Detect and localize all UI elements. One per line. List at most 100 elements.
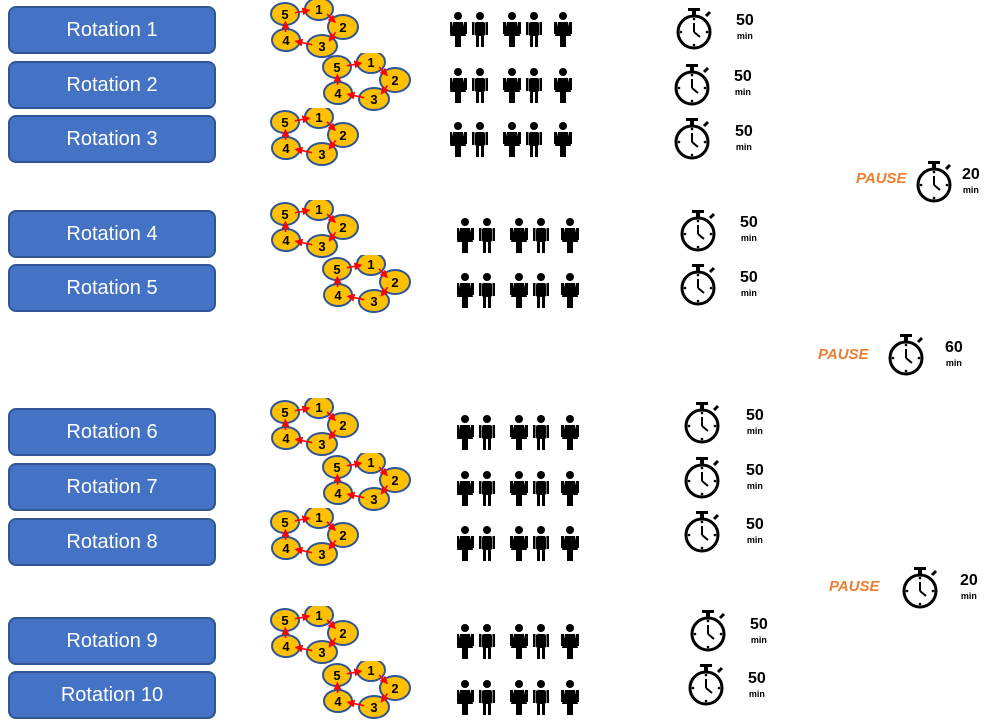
person-icon [479, 526, 495, 561]
stopwatch-icon [674, 64, 710, 106]
people-group-1 [450, 12, 572, 47]
stopwatch-icon [684, 457, 720, 499]
people-group-6 [457, 415, 579, 450]
rotation-1-duration: 50 min [736, 12, 754, 41]
station-number: 2 [339, 626, 346, 641]
cycle-arrow [294, 207, 311, 216]
station-number: 5 [281, 405, 288, 420]
cycle-arrow [378, 674, 388, 685]
rotation-10-button[interactable]: Rotation 10 [8, 671, 216, 719]
rotation-9-button[interactable]: Rotation 9 [8, 617, 216, 665]
cycle-arrow [378, 66, 388, 77]
station-number: 5 [333, 262, 340, 277]
station-number: 4 [334, 694, 342, 709]
pause-1-duration: 20 min [962, 166, 980, 195]
cycle-arrow [346, 293, 365, 302]
person-icon [479, 218, 495, 253]
rotation-8-duration: 50 min [746, 516, 764, 545]
cycle-arrow [378, 268, 388, 279]
person-icon [457, 471, 474, 506]
pause-3-label: PAUSE [829, 578, 880, 595]
cycle-arrow [326, 13, 336, 24]
rotation-label: Rotation 6 [66, 420, 158, 443]
cycle-arrow [328, 637, 337, 648]
rotation-label: Rotation 1 [66, 18, 158, 41]
person-icon [479, 471, 495, 506]
station-number: 4 [282, 431, 290, 446]
person-icon [526, 122, 542, 157]
person-icon [533, 471, 549, 506]
rotation-4-button[interactable]: Rotation 4 [8, 210, 216, 258]
station-number: 2 [339, 128, 346, 143]
cycle-arrow [326, 121, 336, 132]
person-icon [554, 12, 572, 47]
rotation-2-button[interactable]: Rotation 2 [8, 61, 216, 109]
station-number: 1 [367, 257, 374, 272]
person-icon [479, 624, 495, 659]
cycle-arrow [294, 38, 313, 47]
person-icon [457, 415, 474, 450]
rotation-5-button[interactable]: Rotation 5 [8, 264, 216, 312]
rotation-7-button[interactable]: Rotation 7 [8, 463, 216, 511]
station-number: 4 [282, 233, 290, 248]
person-icon [510, 415, 528, 450]
station-number: 3 [370, 700, 377, 715]
person-icon [450, 68, 467, 103]
stopwatch-icon [674, 118, 710, 160]
cycle-arrow [378, 466, 388, 477]
person-icon [526, 68, 542, 103]
person-icon [533, 273, 549, 308]
rotation-label: Rotation 8 [66, 530, 158, 553]
rotation-label: Rotation 7 [66, 475, 158, 498]
station-number: 4 [334, 288, 342, 303]
cycle-arrow [328, 139, 337, 150]
station-number: 1 [367, 663, 374, 678]
people-group-5 [457, 273, 579, 308]
station-number: 5 [281, 613, 288, 628]
pause-2-label: PAUSE [818, 346, 869, 363]
station-number: 2 [339, 220, 346, 235]
station-number: 1 [315, 2, 322, 17]
station-number: 5 [281, 7, 288, 22]
pause-2-duration: 60 min [945, 339, 963, 368]
station-number: 3 [318, 437, 325, 452]
station-number: 2 [391, 681, 398, 696]
person-icon [457, 218, 474, 253]
person-icon [479, 680, 495, 715]
cycle-arrow [294, 613, 311, 622]
cycle-arrow [294, 515, 311, 524]
rotation-6-button[interactable]: Rotation 6 [8, 408, 216, 456]
person-icon [561, 680, 579, 715]
cycle-arrow [328, 31, 337, 42]
person-icon [450, 12, 467, 47]
stopwatch-icon [916, 161, 952, 203]
rotation-6-duration: 50 min [746, 407, 764, 436]
cycle-arrow [326, 213, 336, 224]
rotation-8-button[interactable]: Rotation 8 [8, 518, 216, 566]
station-number: 3 [318, 239, 325, 254]
person-icon [561, 273, 579, 308]
people-group-8 [457, 526, 579, 561]
person-icon [479, 273, 495, 308]
station-number: 4 [282, 541, 290, 556]
station-number: 3 [318, 547, 325, 562]
rotation-3-duration: 50 min [735, 123, 753, 152]
rotation-label: Rotation 5 [66, 276, 158, 299]
rotation-3-button[interactable]: Rotation 3 [8, 115, 216, 163]
cycle-arrow [346, 262, 363, 271]
cycle-arrow [380, 84, 389, 95]
person-icon [503, 68, 521, 103]
rotation-5-duration: 50 min [740, 269, 758, 298]
people-group-2 [450, 68, 572, 103]
people-group-7 [457, 471, 579, 506]
stopwatch-icon [680, 210, 716, 252]
rotation-1-button[interactable]: Rotation 1 [8, 6, 216, 54]
person-icon [561, 415, 579, 450]
station-number: 1 [315, 202, 322, 217]
